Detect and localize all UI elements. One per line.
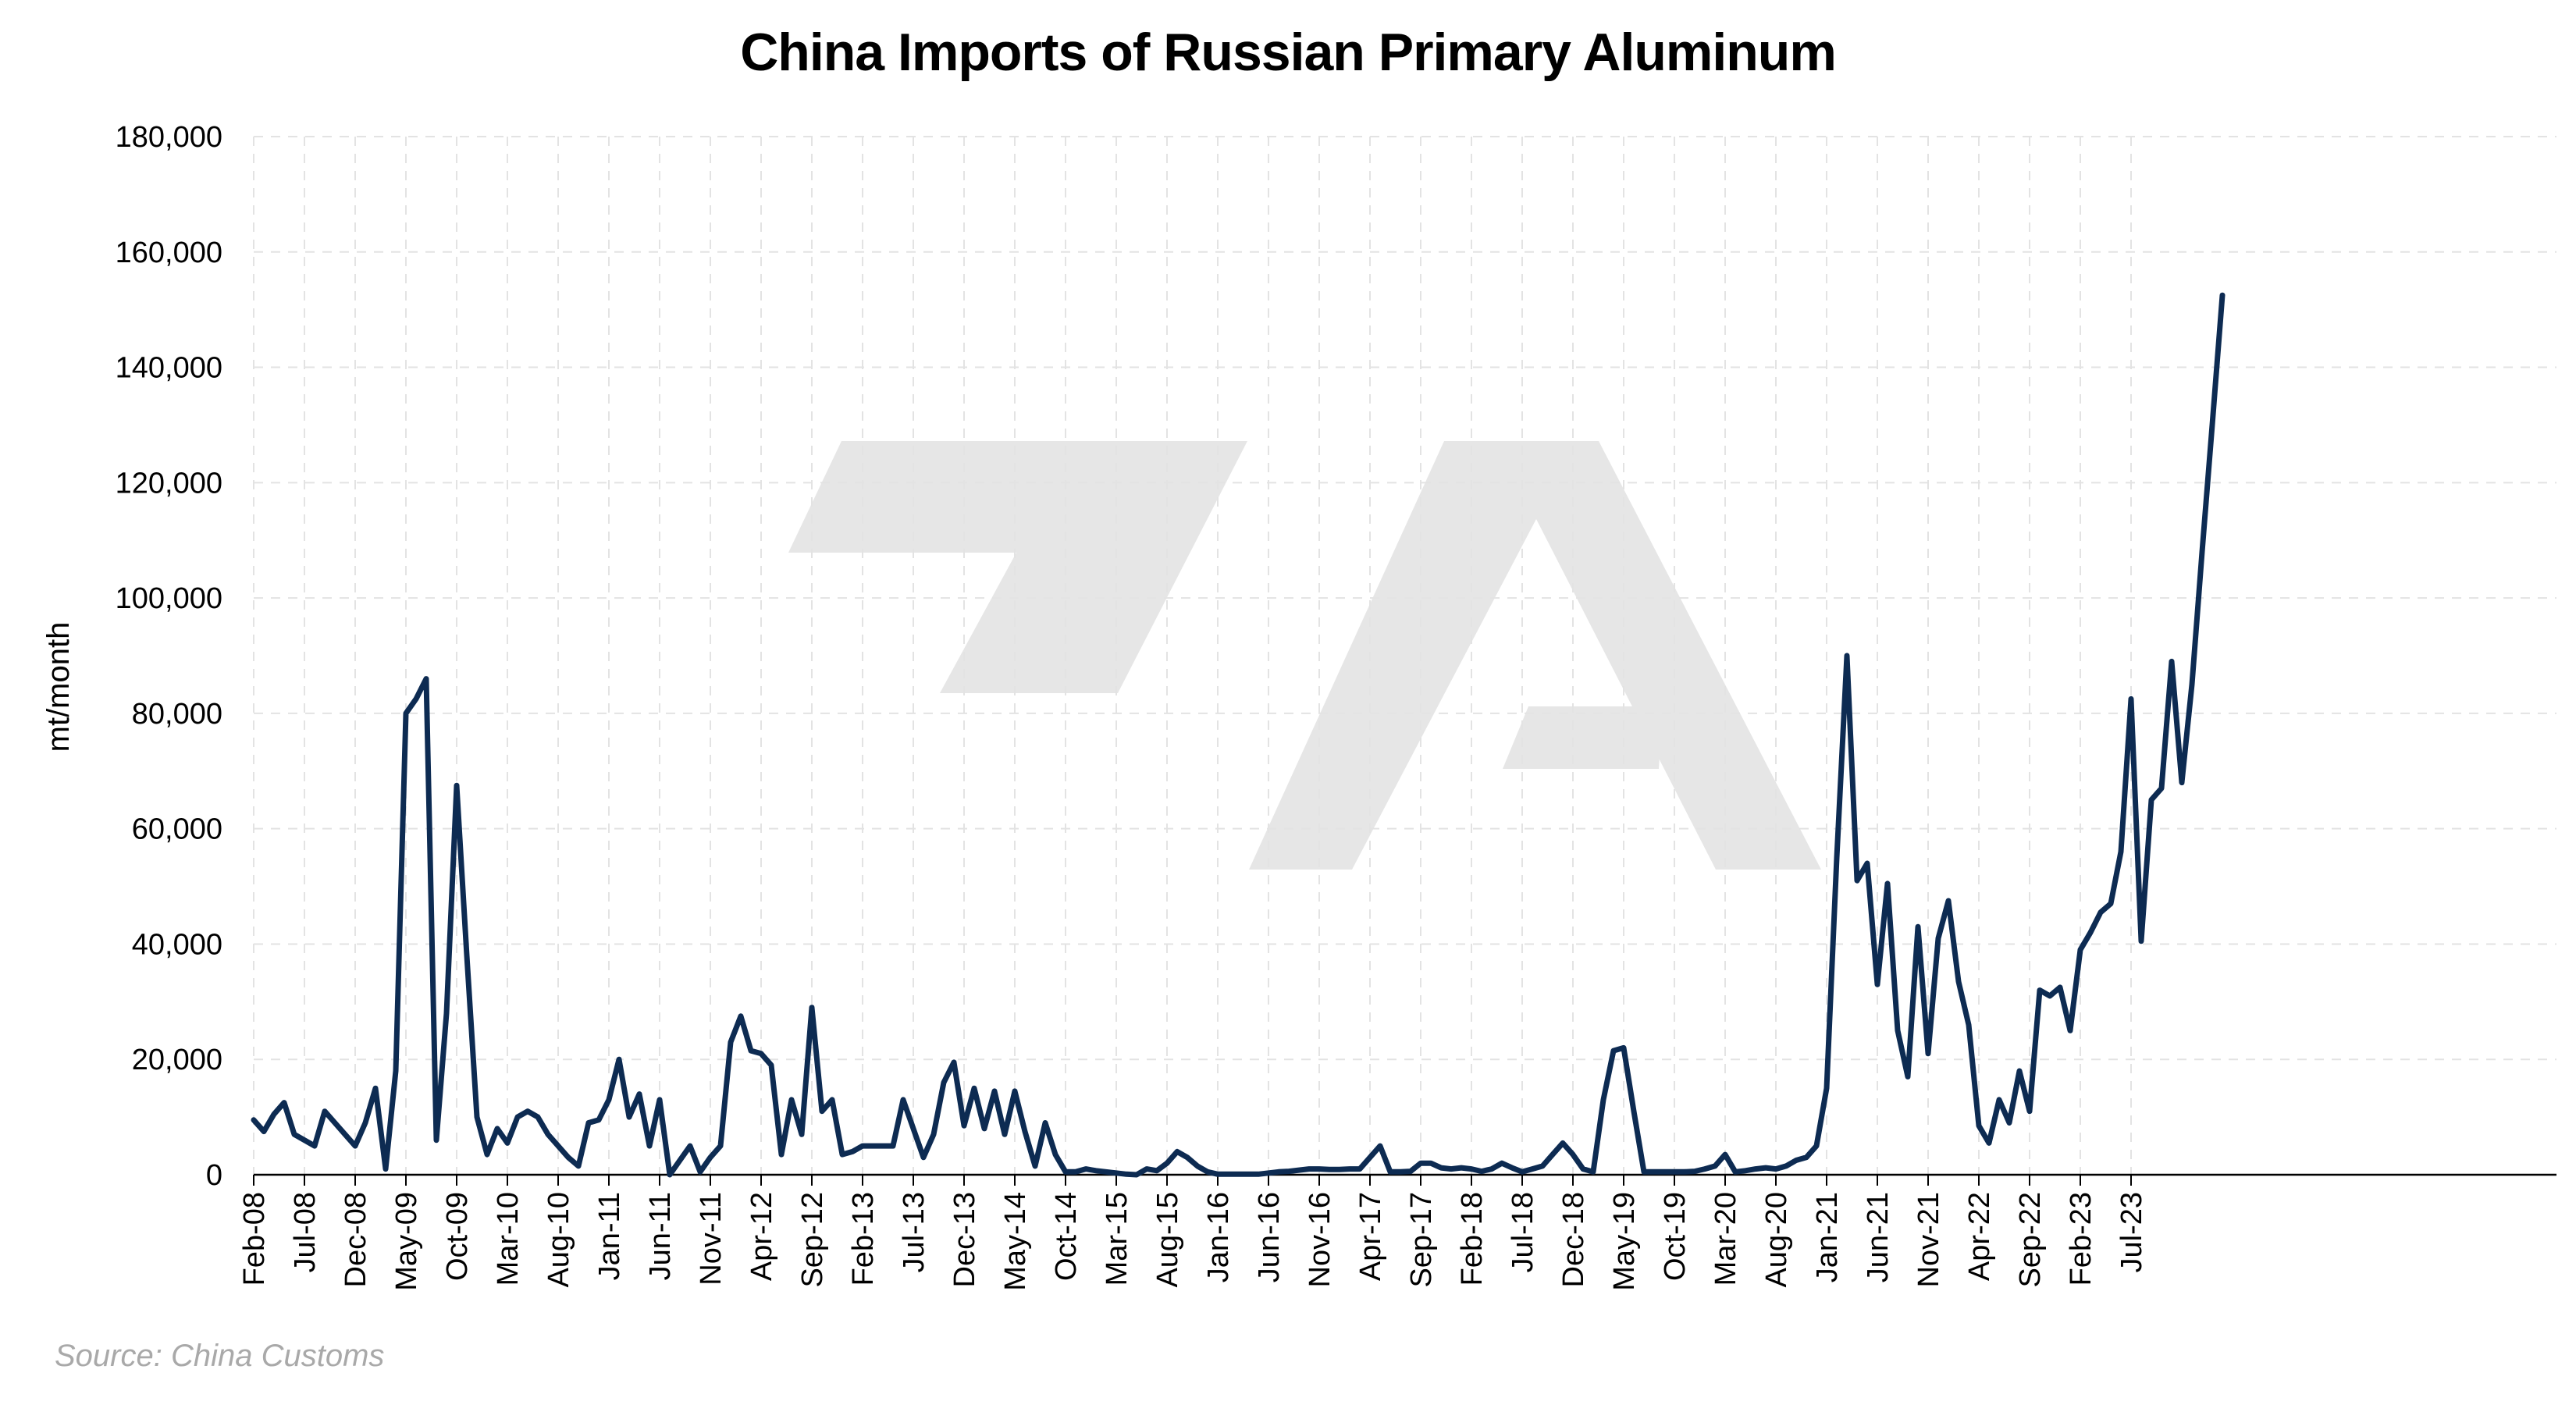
x-tick-label: Nov-16 (1304, 1192, 1336, 1288)
x-tick-label: Jan-11 (593, 1192, 626, 1280)
x-tick-label: Nov-11 (695, 1192, 728, 1286)
x-tick-label: Feb-13 (847, 1192, 880, 1286)
source-note: Source: China Customs (55, 1339, 385, 1373)
x-tick-label: Jan-16 (1202, 1192, 1235, 1282)
x-tick-label: Mar-10 (492, 1192, 525, 1286)
x-tick-label: Dec-13 (948, 1192, 981, 1288)
y-tick-label: 160,000 (116, 237, 222, 269)
x-tick-label: Apr-17 (1354, 1192, 1387, 1281)
x-tick-label: Oct-19 (1659, 1192, 1692, 1281)
x-tick-label: Nov-21 (1912, 1192, 1945, 1288)
x-tick-label: Oct-09 (441, 1192, 474, 1281)
x-tick-label: Jun-11 (644, 1192, 677, 1280)
x-tick-label: Jul-08 (289, 1192, 322, 1273)
x-tick-label: Jan-21 (1811, 1192, 1844, 1282)
x-tick-label: Aug-10 (543, 1192, 575, 1288)
x-tick-label: Sep-22 (2014, 1192, 2047, 1288)
x-tick-label: Apr-12 (745, 1192, 778, 1281)
x-tick-label: Jul-23 (2115, 1192, 2148, 1273)
x-tick-label: Feb-23 (2065, 1192, 2097, 1286)
x-tick-label: Jul-13 (898, 1192, 930, 1273)
y-tick-label: 20,000 (132, 1044, 222, 1076)
x-tick-label: Aug-20 (1760, 1192, 1793, 1288)
x-tick-label: Feb-08 (238, 1192, 271, 1286)
x-tick-label: Aug-15 (1151, 1192, 1184, 1288)
y-tick-label: 80,000 (132, 698, 222, 731)
chart-title: China Imports of Russian Primary Aluminu… (740, 23, 1837, 82)
x-tick-label: May-09 (390, 1192, 423, 1291)
y-tick-label: 140,000 (116, 352, 222, 385)
series-layer (251, 292, 2226, 1178)
x-tick-label: Sep-17 (1405, 1192, 1438, 1288)
y-tick-label: 0 (206, 1159, 222, 1192)
x-tick-label: Jun-21 (1862, 1192, 1895, 1282)
x-tick-label: Jun-16 (1253, 1192, 1286, 1282)
y-tick-label: 180,000 (116, 121, 222, 154)
x-tick-label: Dec-08 (340, 1192, 372, 1288)
y-tick-label: 100,000 (116, 582, 222, 615)
x-tick-labels: Feb-08 Jul-08 Dec-08 May-09 Oct-09 Mar-10 Aug-… (238, 1192, 2148, 1291)
x-tick-label: Mar-20 (1710, 1192, 1742, 1286)
x-tick-label: Feb-18 (1456, 1192, 1489, 1286)
x-tick-label: Dec-18 (1557, 1192, 1590, 1288)
watermark-logo (788, 441, 1821, 870)
y-tick-label: 40,000 (132, 928, 222, 961)
y-tick-labels: 0 20,000 40,000 60,000 80,000 100,000 120,000 1… (116, 121, 222, 1192)
y-tick-label: 120,000 (116, 467, 222, 500)
gridlines (253, 136, 2556, 1175)
x-tick-label: May-19 (1608, 1192, 1641, 1291)
x-tick-label: Apr-22 (1963, 1192, 1996, 1281)
x-tick-label: Oct-14 (1050, 1192, 1083, 1281)
x-tick-label: Sep-12 (796, 1192, 829, 1288)
axes (253, 1173, 2556, 1186)
series-line (251, 292, 2226, 1178)
x-tick-label: Jul-18 (1507, 1192, 1539, 1273)
y-axis-label: mt/month (41, 622, 76, 752)
x-tick-label: Mar-15 (1101, 1192, 1133, 1286)
x-tick-label: May-14 (999, 1192, 1032, 1291)
y-tick-label: 60,000 (132, 813, 222, 846)
